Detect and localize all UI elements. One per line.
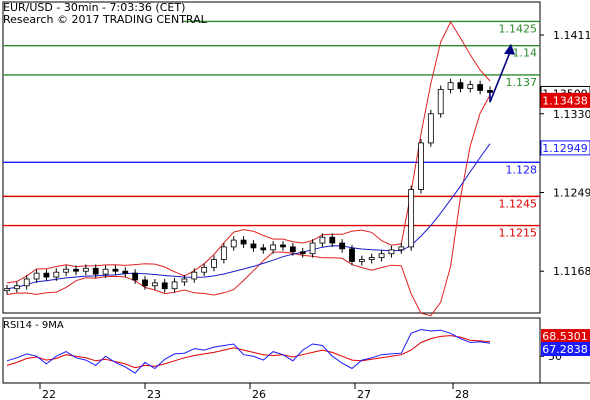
candle-body [289,246,296,253]
candle-body [418,142,424,190]
candle-body [132,272,139,281]
candle-body [437,89,444,115]
candle-body [63,268,70,273]
rsi-title: RSI14 - 9MA [3,320,64,331]
price-tag: 1.13438 [542,94,588,107]
candle-body [211,259,217,268]
candle-body [270,244,277,251]
bollinger-upper [6,20,491,284]
level-label: 1.1245 [499,197,538,210]
level-label: 1.1425 [499,22,538,35]
candle-body [33,272,40,280]
candle-body [4,288,10,292]
x-tick-label: 28 [455,388,469,400]
candle-body [161,282,168,290]
candle-body [477,84,484,91]
candle-body [171,281,178,290]
candle-body [151,282,158,287]
rsi-tag-box [541,329,590,344]
price-y-tick-label: 1.1330 [553,108,590,121]
level-label: 1.14 [513,47,538,60]
forecast-arrow-head [504,43,515,55]
candle-body [447,82,454,90]
candle-body [142,279,148,287]
candle-body [230,239,237,248]
candle-body [112,268,119,272]
x-tick-label: 26 [252,388,266,400]
rsi-tag: 67.2838 [542,343,588,356]
rsi-tag: 68.5301 [542,330,588,343]
candle-body [201,266,208,273]
x-tick-label: 23 [147,388,161,400]
moving-average [6,143,491,290]
price-y-tick-label: 1.1249 [553,186,590,199]
x-tick-label: 22 [42,388,56,400]
candle-body [220,246,227,260]
candle-body [349,248,355,262]
chart-copyright: Research © 2017 TRADING CENTRAL [3,13,207,26]
price-panel-frame [2,1,541,314]
bollinger-lower [6,94,491,317]
candle-body [339,242,346,250]
candle-body [309,242,316,255]
candle-body [13,285,20,290]
candle-body [487,90,493,93]
candle-body [319,236,326,244]
candle-body [92,267,99,275]
candle-body [43,272,50,278]
candle-body [329,236,336,244]
candle-body [122,270,129,274]
candle-body [250,243,257,249]
candle-body [299,251,306,255]
candle-body [457,82,464,89]
candle-body [358,259,365,262]
price-y-tick-label: 1.1411 [553,29,590,42]
candle-body [388,249,395,255]
candle-body [427,113,434,144]
price-tag-box [540,92,590,108]
x-tick-label: 27 [357,388,371,400]
price-tag: 1.12949 [542,142,588,155]
candle-body [408,189,415,248]
level-label: 1.137 [506,76,538,89]
rsi-tag-box [541,342,590,357]
candle-body [102,268,109,275]
candle-body [240,239,247,245]
candle-body [260,247,267,251]
candle-body [467,84,474,89]
candle-body [368,257,375,260]
chart-title: EUR/USD - 30min - 7:03:36 (CET) [3,1,186,14]
rsi-ma-line [6,335,491,369]
level-label: 1.128 [506,163,538,176]
candle-body [398,246,405,251]
candle-body [378,253,385,259]
price-tag-box [540,140,590,156]
candle-body [181,278,188,283]
candle-body [73,268,79,272]
price-y-tick-label: 1.1168 [553,265,590,278]
candle-body [82,267,89,272]
candle-body [23,278,30,287]
candle-body [280,244,286,248]
candle-body [191,271,198,280]
rsi-line [6,328,491,374]
rsi-panel-frame [2,317,541,384]
forecast-arrow-shaft [489,49,512,103]
candle-body [53,271,60,278]
level-label: 1.1215 [499,227,538,240]
